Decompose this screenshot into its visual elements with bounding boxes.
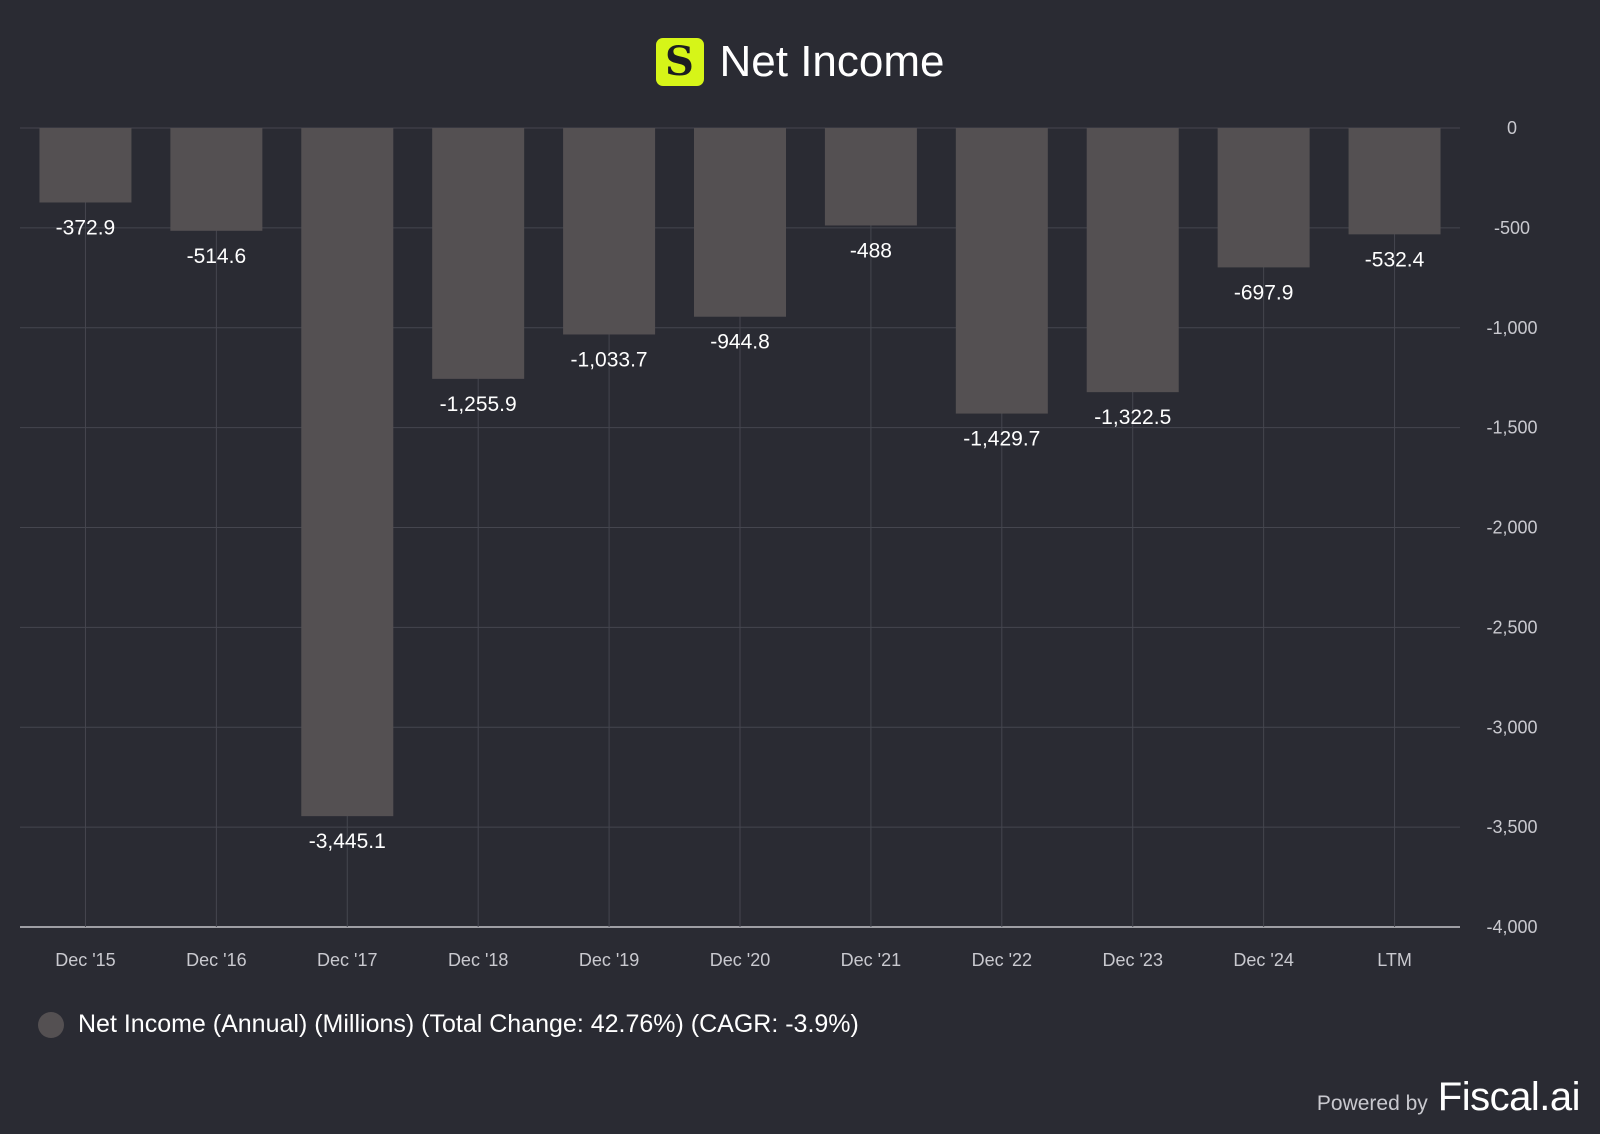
x-tick-label: Dec '22 — [972, 950, 1032, 970]
bar-value-label: -488 — [850, 239, 892, 262]
bar — [563, 128, 656, 335]
legend-label: Net Income (Annual) (Millions) (Total Ch… — [78, 1010, 859, 1038]
x-tick-label: Dec '18 — [448, 950, 508, 970]
bar-value-label: -1,322.5 — [1094, 406, 1171, 429]
x-tick-label: Dec '19 — [579, 950, 639, 970]
bar-value-label: -1,255.9 — [440, 393, 517, 416]
y-tick-label: -500 — [1494, 218, 1530, 238]
y-tick-label: -1,000 — [1486, 318, 1537, 338]
bar-value-label: -1,429.7 — [963, 428, 1040, 451]
x-tick-label: Dec '15 — [55, 950, 115, 970]
x-tick-label: LTM — [1377, 950, 1412, 970]
y-tick-label: -3,500 — [1486, 817, 1537, 837]
brand-logo: Fiscal.ai — [1437, 1075, 1581, 1119]
bar — [955, 128, 1048, 414]
chart-title: Net Income — [719, 37, 945, 86]
x-tick-label: Dec '20 — [710, 950, 770, 970]
x-tick-label: Dec '16 — [186, 950, 246, 970]
legend[interactable]: Net Income (Annual) (Millions) (Total Ch… — [38, 1010, 859, 1039]
y-tick-label: -4,000 — [1486, 917, 1537, 937]
bar-value-label: -514.6 — [187, 245, 247, 268]
bar — [1086, 128, 1179, 393]
bar-value-label: -3,445.1 — [309, 830, 386, 853]
bar — [301, 128, 394, 817]
y-tick-label: 0 — [1507, 118, 1517, 138]
x-tick-label: Dec '17 — [317, 950, 377, 970]
bar — [1217, 128, 1310, 268]
bar — [39, 128, 132, 203]
bar — [170, 128, 263, 231]
bar-value-label: -944.8 — [710, 331, 770, 354]
powered-by-footer: Powered by Fiscal.ai — [1316, 1075, 1581, 1120]
legend-swatch — [38, 1011, 64, 1038]
chart-header: S Net Income — [0, 30, 1600, 94]
y-tick-label: -2,000 — [1486, 518, 1537, 538]
bar — [694, 128, 786, 317]
x-tick-label: Dec '24 — [1233, 950, 1293, 970]
y-tick-label: -3,000 — [1486, 717, 1537, 737]
logo-letter: S — [665, 38, 694, 85]
x-tick-label: Dec '23 — [1102, 950, 1162, 970]
bar — [1348, 128, 1441, 235]
x-tick-label: Dec '21 — [841, 950, 901, 970]
company-logo: S — [655, 38, 704, 86]
y-tick-label: -1,500 — [1486, 418, 1537, 438]
bar-chart: 0 -500 -1,000 -1,500 -2,000 -2,500 -3,000 -3,50… — [20, 118, 1538, 970]
bar-value-label: -1,033.7 — [571, 348, 648, 371]
bar-value-label: -697.9 — [1234, 281, 1294, 304]
y-tick-label: -2,500 — [1486, 617, 1537, 637]
bar — [432, 128, 525, 379]
bar-value-label: -372.9 — [56, 216, 116, 239]
bar — [824, 128, 917, 226]
bar-value-label: -532.4 — [1365, 248, 1425, 271]
powered-by-text: Powered by — [1316, 1092, 1428, 1115]
